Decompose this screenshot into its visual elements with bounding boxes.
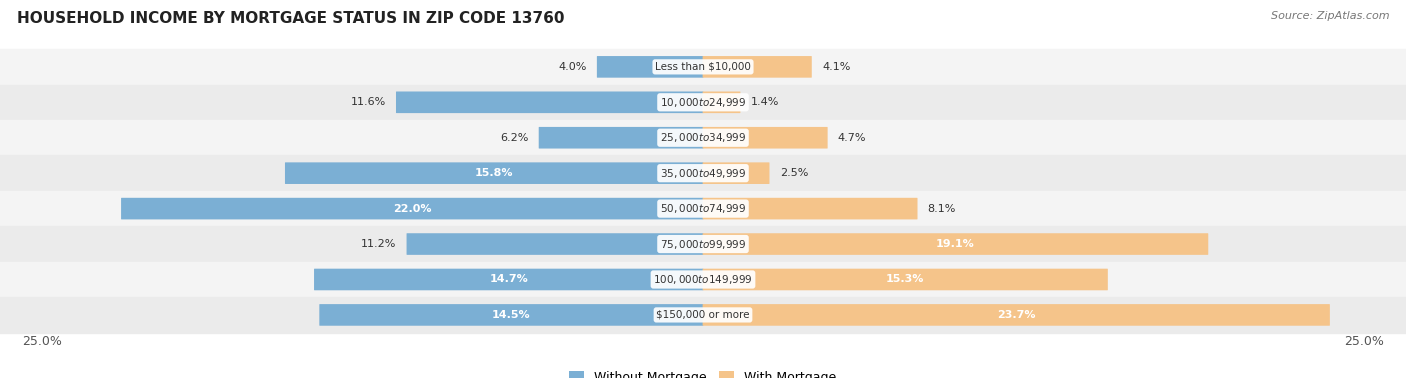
FancyBboxPatch shape [319,304,703,326]
Bar [0,191,1406,226]
FancyBboxPatch shape [396,91,703,113]
FancyBboxPatch shape [703,233,1208,255]
FancyBboxPatch shape [314,269,703,290]
Text: HOUSEHOLD INCOME BY MORTGAGE STATUS IN ZIP CODE 13760: HOUSEHOLD INCOME BY MORTGAGE STATUS IN Z… [17,11,564,26]
Text: 11.2%: 11.2% [361,239,396,249]
FancyBboxPatch shape [285,163,703,184]
Text: Source: ZipAtlas.com: Source: ZipAtlas.com [1271,11,1389,21]
Text: $10,000 to $24,999: $10,000 to $24,999 [659,96,747,109]
Bar [0,120,1406,155]
Text: 8.1%: 8.1% [928,204,956,214]
Text: 14.5%: 14.5% [492,310,530,320]
Text: 4.0%: 4.0% [558,62,586,72]
Text: 23.7%: 23.7% [997,310,1035,320]
FancyBboxPatch shape [538,127,703,149]
Text: 6.2%: 6.2% [501,133,529,143]
Text: 14.7%: 14.7% [489,274,529,285]
FancyBboxPatch shape [703,269,1108,290]
Text: 15.3%: 15.3% [886,274,924,285]
Bar [0,297,1406,333]
FancyBboxPatch shape [703,198,918,219]
FancyBboxPatch shape [703,91,741,113]
Bar [0,155,1406,191]
Bar [0,262,1406,297]
FancyBboxPatch shape [121,198,703,219]
Bar [0,49,1406,85]
Bar [0,85,1406,120]
Text: 11.6%: 11.6% [350,97,385,107]
Text: 22.0%: 22.0% [394,204,432,214]
Text: 1.4%: 1.4% [751,97,779,107]
Text: $150,000 or more: $150,000 or more [657,310,749,320]
Text: $25,000 to $34,999: $25,000 to $34,999 [659,131,747,144]
Text: 15.8%: 15.8% [475,168,513,178]
Text: 4.7%: 4.7% [838,133,866,143]
FancyBboxPatch shape [406,233,703,255]
Text: 19.1%: 19.1% [936,239,974,249]
Text: $35,000 to $49,999: $35,000 to $49,999 [659,167,747,180]
FancyBboxPatch shape [703,56,811,77]
Bar [0,226,1406,262]
FancyBboxPatch shape [703,304,1330,326]
Text: 4.1%: 4.1% [823,62,851,72]
Text: $100,000 to $149,999: $100,000 to $149,999 [654,273,752,286]
FancyBboxPatch shape [703,127,828,149]
Text: Less than $10,000: Less than $10,000 [655,62,751,72]
Text: $50,000 to $74,999: $50,000 to $74,999 [659,202,747,215]
FancyBboxPatch shape [703,163,769,184]
Text: $75,000 to $99,999: $75,000 to $99,999 [659,237,747,251]
Legend: Without Mortgage, With Mortgage: Without Mortgage, With Mortgage [564,366,842,378]
Text: 2.5%: 2.5% [780,168,808,178]
FancyBboxPatch shape [598,56,703,77]
